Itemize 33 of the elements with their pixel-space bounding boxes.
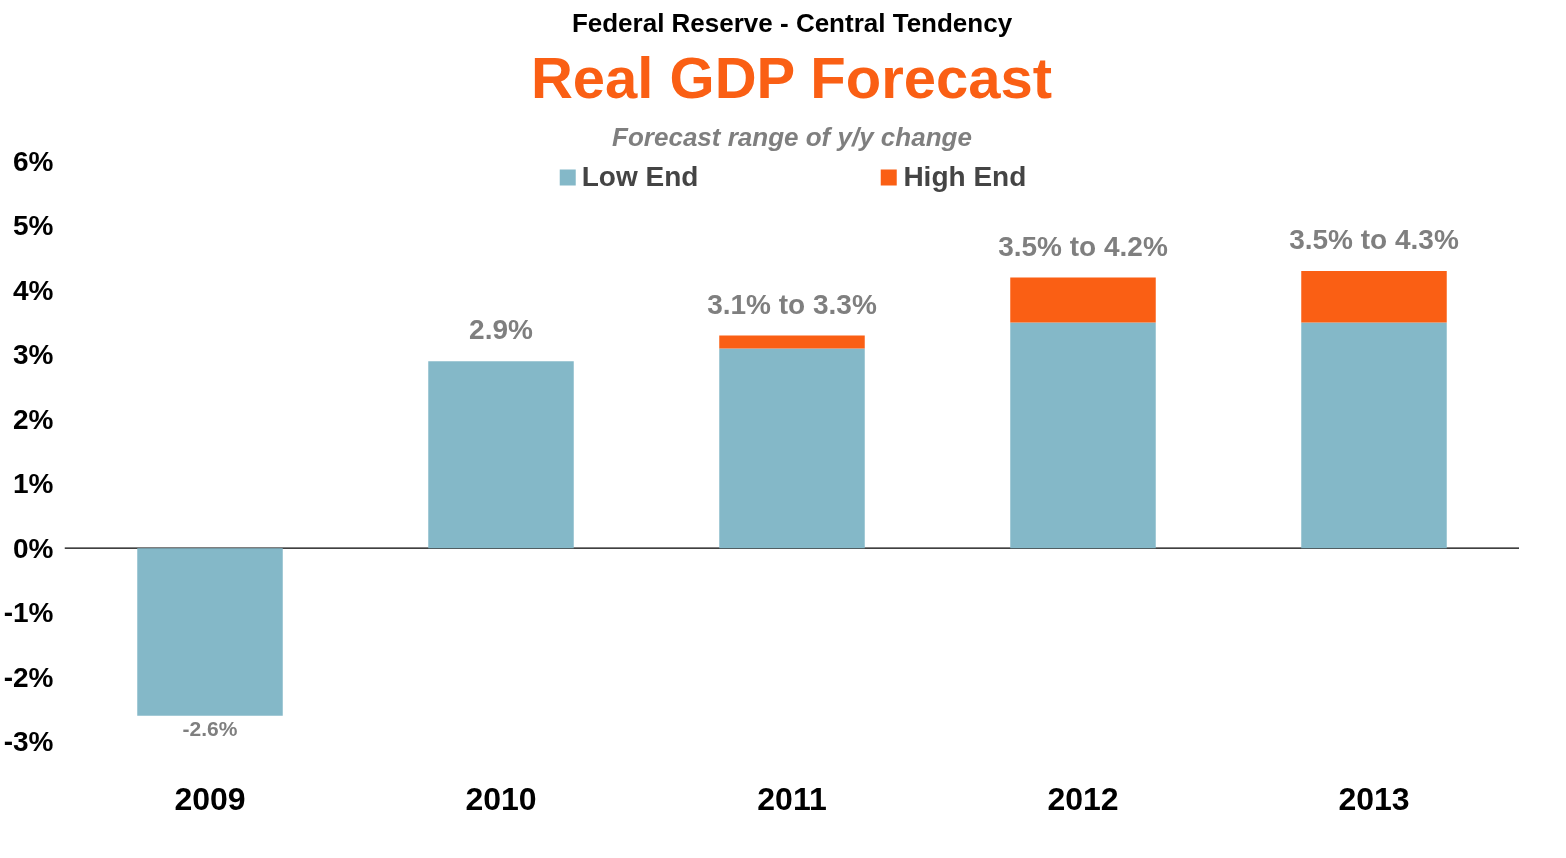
bar (1301, 322, 1447, 549)
bar (1010, 322, 1156, 549)
total-label: 3.5% to 4.3% (1289, 224, 1459, 256)
total-label: -2.6% (182, 716, 238, 740)
x-tick-label: 2010 (465, 780, 537, 817)
y-tick-label: 1% (13, 468, 54, 500)
text: Federal Reserve - Central Tendency (571, 7, 1013, 38)
total-label: 2.9% (469, 314, 534, 346)
bar (1010, 277, 1156, 323)
x-tick-label: 2013 (1338, 780, 1410, 817)
x-tick-label: 2009 (174, 780, 246, 817)
bar (719, 348, 865, 549)
chart-subtitle: Forecast range of y/y change (612, 121, 972, 152)
y-tick-label: 6% (13, 146, 54, 177)
bar (719, 335, 865, 349)
y-tick-label: 0% (13, 532, 54, 564)
bar (137, 548, 283, 716)
legend-label: Low End (581, 161, 699, 193)
chart-title: Real GDP Forecast (530, 44, 1053, 110)
y-tick-label: -1% (3, 597, 54, 629)
y-tick-label: 3% (13, 339, 54, 371)
bar (428, 361, 574, 549)
bar (1301, 271, 1447, 323)
y-tick-label: 4% (13, 274, 54, 306)
y-tick-label: 5% (13, 210, 54, 242)
total-label: 3.1% to 3.3% (707, 288, 877, 320)
x-tick-label: 2011 (757, 780, 827, 817)
y-tick-label: -3% (3, 726, 54, 757)
y-tick-label: 2% (13, 403, 54, 435)
y-tick-label: -2% (3, 661, 54, 693)
x-tick-label: 2012 (1047, 780, 1119, 817)
total-label: 3.5% to 4.2% (998, 230, 1168, 262)
legend-label: High End (903, 161, 1027, 193)
